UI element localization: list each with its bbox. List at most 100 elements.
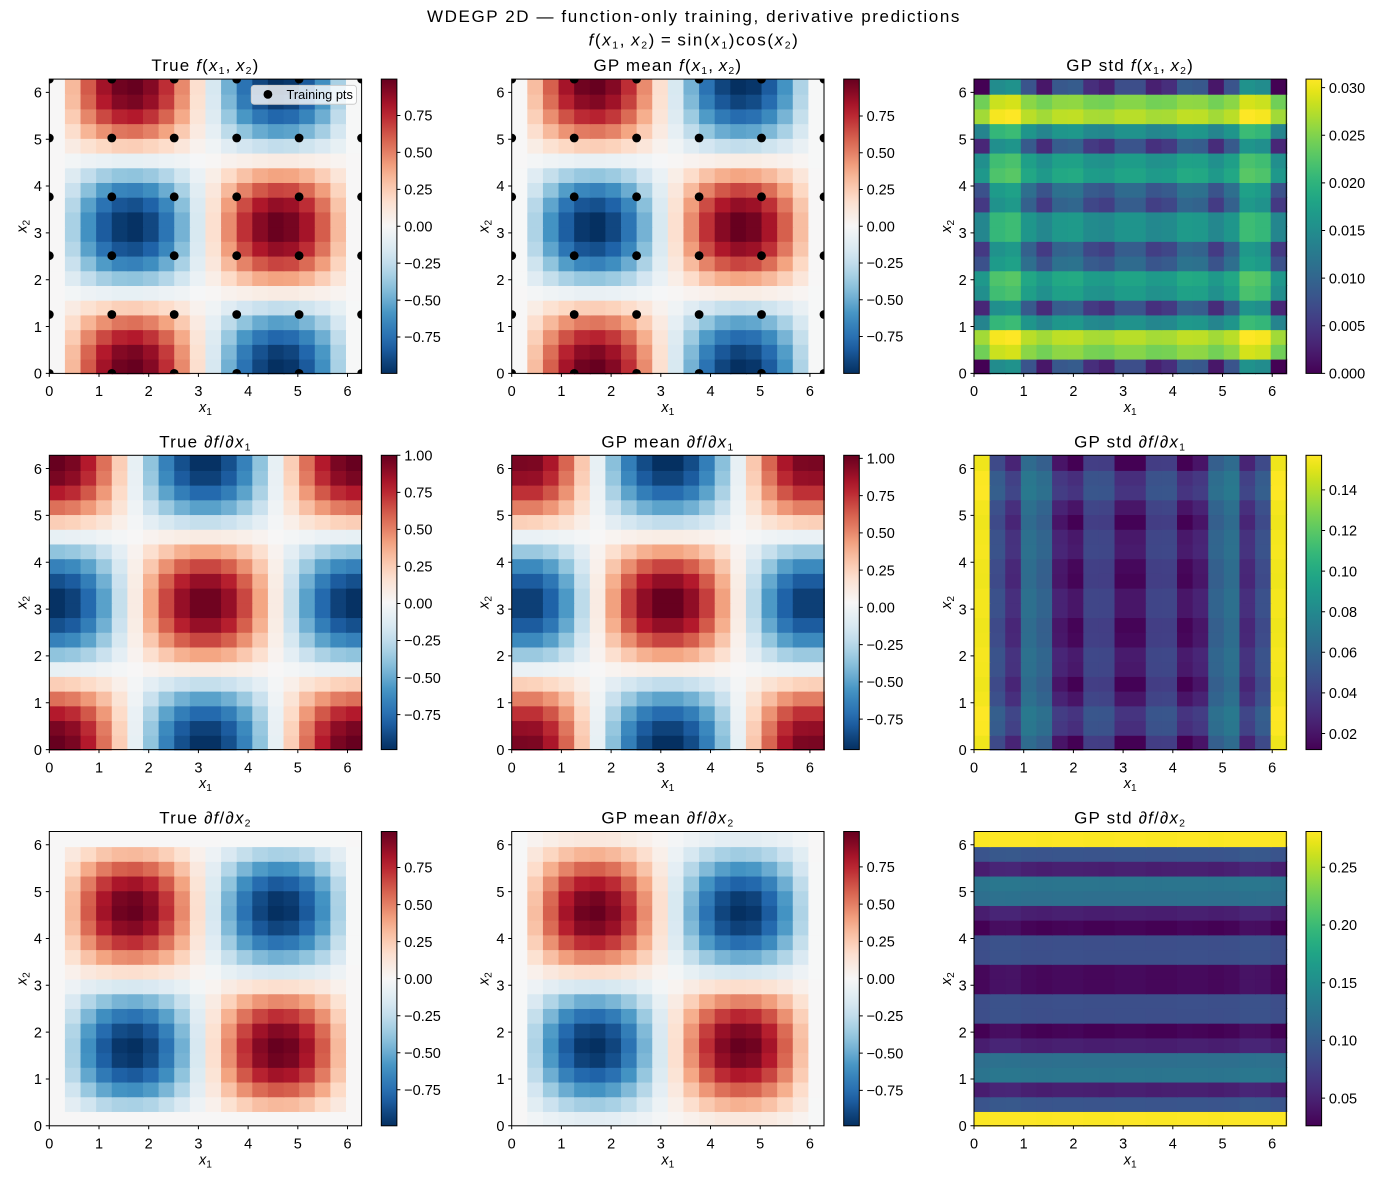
svg-text:0.10: 0.10 xyxy=(1329,564,1357,580)
svg-text:0.20: 0.20 xyxy=(1329,918,1357,934)
svg-text:0.00: 0.00 xyxy=(867,972,895,988)
svg-text:x2: x2 xyxy=(477,219,495,233)
svg-text:−0.50: −0.50 xyxy=(867,293,904,309)
svg-text:−0.25: −0.25 xyxy=(867,1009,904,1025)
svg-text:0.25: 0.25 xyxy=(867,183,895,199)
svg-text:6: 6 xyxy=(34,462,42,478)
svg-text:0.75: 0.75 xyxy=(867,109,895,125)
svg-text:1: 1 xyxy=(95,1137,103,1153)
svg-text:−0.50: −0.50 xyxy=(404,1046,441,1062)
svg-text:4: 4 xyxy=(959,555,967,571)
svg-text:x2: x2 xyxy=(939,596,957,610)
svg-text:2: 2 xyxy=(1069,760,1077,776)
svg-text:x1: x1 xyxy=(198,1152,212,1170)
svg-text:2: 2 xyxy=(1069,1137,1077,1153)
svg-text:5: 5 xyxy=(756,1137,764,1153)
svg-text:−0.75: −0.75 xyxy=(867,1084,904,1100)
svg-text:WDEGP 2D — function-only train: WDEGP 2D — function-only training, deriv… xyxy=(427,7,961,26)
svg-text:True f(x1, x2): True f(x1, x2) xyxy=(151,56,259,77)
svg-text:x1: x1 xyxy=(1123,776,1137,794)
svg-text:−0.75: −0.75 xyxy=(404,708,441,724)
svg-text:2: 2 xyxy=(959,273,967,289)
svg-text:5: 5 xyxy=(496,509,504,525)
svg-text:3: 3 xyxy=(34,602,42,618)
svg-text:0: 0 xyxy=(496,743,504,759)
svg-text:4: 4 xyxy=(244,760,252,776)
svg-text:1: 1 xyxy=(496,696,504,712)
svg-text:x2: x2 xyxy=(477,596,495,610)
svg-text:5: 5 xyxy=(959,132,967,148)
svg-text:4: 4 xyxy=(1169,1137,1177,1153)
svg-text:1: 1 xyxy=(557,760,565,776)
svg-text:1: 1 xyxy=(959,1072,967,1088)
svg-text:0: 0 xyxy=(508,760,516,776)
svg-text:0: 0 xyxy=(496,367,504,383)
svg-text:3: 3 xyxy=(1119,384,1127,400)
svg-text:0.04: 0.04 xyxy=(1329,686,1357,702)
svg-text:4: 4 xyxy=(496,179,504,195)
svg-text:6: 6 xyxy=(496,86,504,102)
svg-text:4: 4 xyxy=(706,1137,714,1153)
svg-text:0.14: 0.14 xyxy=(1329,483,1357,499)
svg-text:3: 3 xyxy=(959,226,967,242)
svg-text:4: 4 xyxy=(34,932,42,948)
svg-text:0: 0 xyxy=(34,367,42,383)
svg-text:0.75: 0.75 xyxy=(867,489,895,505)
svg-text:0.50: 0.50 xyxy=(404,146,432,162)
svg-text:1: 1 xyxy=(959,696,967,712)
svg-text:x1: x1 xyxy=(1123,400,1137,418)
svg-text:2: 2 xyxy=(607,384,615,400)
svg-text:x1: x1 xyxy=(660,1152,674,1170)
svg-text:GP std ∂f/∂x1: GP std ∂f/∂x1 xyxy=(1074,432,1186,453)
svg-text:x2: x2 xyxy=(939,972,957,986)
svg-text:2: 2 xyxy=(959,649,967,665)
svg-text:−0.25: −0.25 xyxy=(404,256,441,272)
svg-text:5: 5 xyxy=(496,132,504,148)
svg-text:−0.25: −0.25 xyxy=(404,634,441,650)
svg-text:x1: x1 xyxy=(660,400,674,418)
svg-text:1: 1 xyxy=(496,320,504,336)
svg-text:0.00: 0.00 xyxy=(404,219,432,235)
svg-text:0.75: 0.75 xyxy=(404,109,432,125)
svg-text:0.75: 0.75 xyxy=(404,861,432,877)
svg-text:2: 2 xyxy=(496,1025,504,1041)
svg-text:3: 3 xyxy=(496,602,504,618)
svg-text:−0.50: −0.50 xyxy=(867,1046,904,1062)
svg-text:3: 3 xyxy=(496,226,504,242)
svg-text:0.02: 0.02 xyxy=(1329,727,1357,743)
svg-text:GP mean ∂f/∂x1: GP mean ∂f/∂x1 xyxy=(601,432,734,453)
svg-text:2: 2 xyxy=(145,760,153,776)
svg-text:0.50: 0.50 xyxy=(404,898,432,914)
svg-text:4: 4 xyxy=(1169,384,1177,400)
svg-text:x2: x2 xyxy=(477,972,495,986)
svg-text:6: 6 xyxy=(34,86,42,102)
svg-text:x1: x1 xyxy=(660,776,674,794)
svg-text:3: 3 xyxy=(1119,1137,1127,1153)
svg-text:−0.50: −0.50 xyxy=(404,671,441,687)
svg-text:0.06: 0.06 xyxy=(1329,646,1357,662)
svg-text:5: 5 xyxy=(294,1137,302,1153)
svg-text:1: 1 xyxy=(557,1137,565,1153)
svg-text:GP mean f(x1, x2): GP mean f(x1, x2) xyxy=(594,56,743,77)
svg-text:3: 3 xyxy=(496,978,504,994)
svg-text:1: 1 xyxy=(1020,760,1028,776)
svg-text:0.00: 0.00 xyxy=(404,597,432,613)
svg-text:5: 5 xyxy=(1218,384,1226,400)
svg-text:0: 0 xyxy=(959,1119,967,1135)
svg-text:GP mean ∂f/∂x2: GP mean ∂f/∂x2 xyxy=(601,809,734,830)
svg-text:6: 6 xyxy=(34,838,42,854)
svg-text:0.25: 0.25 xyxy=(867,935,895,951)
svg-text:0.020: 0.020 xyxy=(1329,176,1365,192)
svg-text:0.000: 0.000 xyxy=(1329,367,1365,383)
svg-text:x2: x2 xyxy=(14,972,32,986)
svg-text:1.00: 1.00 xyxy=(404,449,432,465)
svg-text:0.25: 0.25 xyxy=(404,935,432,951)
svg-text:4: 4 xyxy=(496,555,504,571)
svg-text:3: 3 xyxy=(34,226,42,242)
svg-text:−0.75: −0.75 xyxy=(867,330,904,346)
svg-text:0.030: 0.030 xyxy=(1329,81,1365,97)
svg-text:0: 0 xyxy=(970,384,978,400)
svg-text:0: 0 xyxy=(508,384,516,400)
svg-text:6: 6 xyxy=(959,86,967,102)
svg-text:0: 0 xyxy=(45,1137,53,1153)
